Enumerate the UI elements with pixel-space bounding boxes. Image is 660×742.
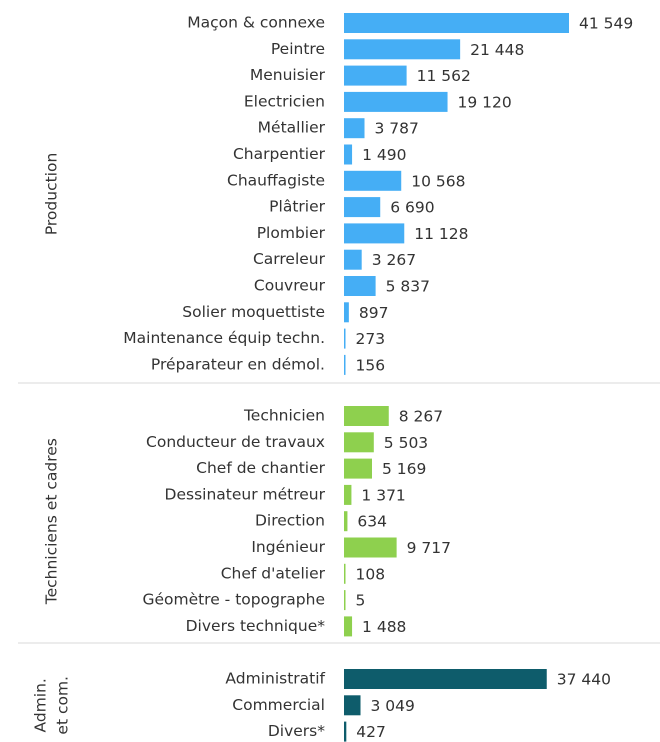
bar — [344, 65, 407, 86]
category-label: Carreleur — [253, 250, 326, 268]
value-label: 1 371 — [361, 486, 405, 504]
value-label: 1 488 — [362, 618, 406, 636]
value-label: 1 490 — [362, 146, 406, 164]
value-label: 37 440 — [557, 671, 611, 689]
category-label: Administratif — [225, 670, 325, 688]
value-label: 3 049 — [371, 697, 415, 715]
category-label: Plâtrier — [269, 198, 325, 216]
bar — [344, 276, 376, 296]
value-label: 897 — [359, 304, 389, 322]
value-label: 21 448 — [470, 41, 524, 59]
bar — [344, 144, 353, 165]
bar — [344, 302, 349, 323]
category-label: Préparateur en démol. — [151, 355, 325, 373]
group-label: Admin. — [32, 678, 50, 732]
group-label: Techniciens et cadres — [43, 438, 61, 605]
category-label: Menuisier — [250, 66, 326, 84]
category-label: Maçon & connexe — [187, 14, 325, 32]
group-label: Production — [43, 153, 61, 235]
value-label: 156 — [356, 356, 386, 374]
category-label: Technicien — [243, 407, 325, 425]
value-label: 5 503 — [384, 434, 428, 452]
category-label: Ingénieur — [251, 538, 325, 556]
value-label: 8 267 — [399, 408, 443, 426]
value-label: 3 267 — [372, 251, 416, 269]
value-label: 634 — [357, 513, 387, 531]
category-label: Chauffagiste — [227, 171, 325, 189]
value-label: 11 128 — [414, 225, 468, 243]
category-label: Plombier — [257, 224, 326, 242]
value-label: 5 — [356, 592, 366, 610]
value-label: 41 549 — [579, 15, 633, 33]
bar — [344, 590, 346, 611]
category-label: Couvreur — [254, 277, 326, 295]
value-label: 5 169 — [382, 460, 426, 478]
value-label: 19 120 — [458, 93, 512, 111]
category-label: Chef d'atelier — [221, 564, 326, 582]
category-label: Divers technique* — [186, 617, 326, 635]
value-label: 9 717 — [407, 539, 451, 557]
bar — [344, 118, 365, 139]
bar — [344, 484, 352, 505]
value-label: 108 — [356, 565, 386, 583]
value-label: 6 690 — [390, 199, 434, 217]
bar — [344, 406, 389, 426]
bar — [344, 458, 372, 479]
bar — [344, 328, 346, 349]
value-label: 427 — [356, 723, 386, 741]
bar — [344, 537, 397, 558]
value-label: 11 562 — [417, 67, 471, 85]
category-label: Solier moquettiste — [182, 303, 325, 321]
bar — [344, 669, 547, 689]
value-label: 10 568 — [411, 172, 465, 190]
value-label: 3 787 — [375, 120, 419, 138]
bar — [344, 616, 353, 637]
bar — [344, 223, 405, 244]
bar — [344, 695, 361, 716]
category-label: Peintre — [271, 40, 325, 58]
category-label: Chef de chantier — [196, 459, 325, 477]
category-label: Electricien — [244, 92, 325, 110]
category-label: Direction — [255, 512, 325, 530]
category-label: Conducteur de travaux — [146, 433, 325, 451]
category-label: Géomètre - topographe — [142, 591, 325, 609]
value-label: 273 — [356, 330, 386, 348]
value-label: 5 837 — [386, 278, 430, 296]
category-label: Divers* — [268, 722, 325, 740]
category-label: Charpentier — [233, 145, 326, 163]
bar — [344, 170, 402, 191]
bar — [344, 197, 381, 218]
category-label: Commercial — [232, 696, 325, 714]
bar — [344, 13, 569, 33]
bar — [344, 91, 448, 112]
category-label: Dessinateur métreur — [165, 485, 326, 503]
bar — [344, 39, 461, 60]
bar — [344, 511, 348, 532]
bar — [344, 354, 346, 375]
bar — [344, 432, 374, 453]
bar — [344, 563, 346, 584]
bar — [344, 721, 347, 742]
bar — [344, 249, 362, 270]
group-label: et com. — [54, 676, 72, 735]
category-label: Métallier — [258, 119, 326, 137]
category-label: Maintenance équip techn. — [123, 329, 325, 347]
